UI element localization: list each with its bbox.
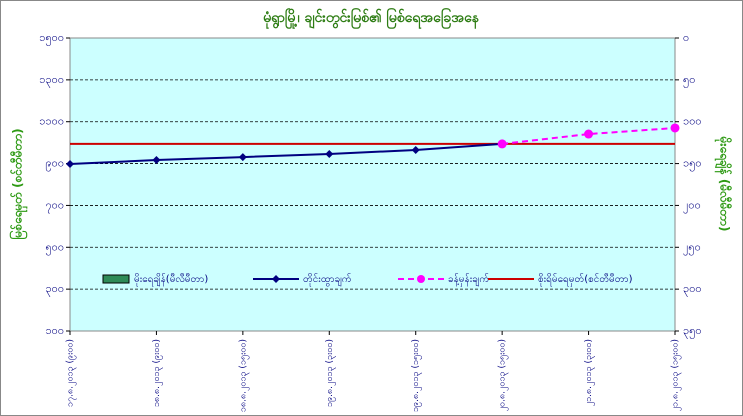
- legend-marker: [272, 275, 280, 283]
- marker: [584, 129, 594, 139]
- line: [502, 126, 676, 145]
- y2-tick-label: ၂၀၀: [683, 198, 701, 213]
- y-tick-label: ၁၀၀: [45, 324, 64, 337]
- x-tick-label: ၁၉.၈.၂၀၁၃ (၃း၀၀): [325, 339, 336, 407]
- legend-label: စိုးရိမ်ရေမှတ်(စင်တီမီတာ): [538, 272, 633, 287]
- y2-tick-label: ၁၅၀: [683, 157, 702, 172]
- x-tick-label: ၂၁.၈.၂၀၁၃ (၁၅း၀၀): [671, 339, 682, 411]
- legend-label: တိုင်းထွာချက်: [303, 272, 352, 287]
- x-tick-label: ၁၈.၈.၂၀၁၃ (၉း၀၀): [152, 339, 163, 407]
- y2-tick-label: ၃၅၀: [683, 324, 702, 339]
- x-tick-label: ၁၈.၈.၂၀၁၃ (၁၅း၀၀): [238, 339, 249, 412]
- marker: [325, 149, 334, 158]
- y2-tick-label: ၁၀၀: [683, 115, 702, 128]
- y-axis-label: မြစ်ရေမှတ် (စင်တီမီတာ): [8, 128, 29, 239]
- marker: [238, 153, 247, 162]
- x-tick-label: ၁၉.၈.၂၀၁၃ (၁၅း၀၀): [411, 339, 422, 412]
- marker: [66, 159, 74, 168]
- y-tick-label: ၃၀၀: [45, 282, 64, 297]
- x-tick-label: ၂၁.၈.၂၀၁၃ (၃း၀၀): [584, 339, 595, 406]
- y-tick-label: ၅၀၀: [45, 240, 64, 255]
- legend-label: ခန့်မှန်းချက်: [448, 272, 489, 287]
- legend-label: မိုးရေချိန်(မီလီမီတာ): [134, 272, 208, 287]
- x-tick-label: ၁၇.၈.၂၀၁၃ (၉း၀၀): [66, 339, 77, 407]
- y2-tick-label: ၀: [683, 31, 689, 44]
- y2-tick-label: ၃၀၀: [683, 282, 702, 297]
- y-tick-label: ၁၅၀၀: [39, 31, 64, 46]
- x-tick-label: ၂၀.၈.၂၀၁၃ (၁၅း၀၀): [498, 339, 509, 411]
- plot-area: [69, 37, 676, 332]
- y2-axis-label: မိုးရေချိန် (မီလီမီတာ): [714, 136, 734, 232]
- legend-marker: [417, 275, 425, 283]
- line: [69, 142, 503, 165]
- y2-tick-label: ၂၅၀: [683, 240, 701, 255]
- marker: [497, 139, 507, 149]
- y-tick-label: ၁၃၀၀: [39, 73, 64, 88]
- marker: [670, 123, 680, 133]
- y-tick-label: ၉၀၀: [45, 157, 64, 172]
- y-tick-label: ၇၀၀: [45, 198, 64, 213]
- y2-tick-label: ၅၀: [683, 73, 695, 88]
- chart-title: မုံရွာမြို့၊ ချင်းတွင်းမြစ်၏ မြစ်ရေအခြေအ…: [263, 8, 480, 29]
- y-tick-label: ၁၁၀၀: [39, 115, 64, 128]
- marker: [152, 156, 161, 165]
- marker: [411, 145, 420, 154]
- legend-swatch: [102, 274, 130, 284]
